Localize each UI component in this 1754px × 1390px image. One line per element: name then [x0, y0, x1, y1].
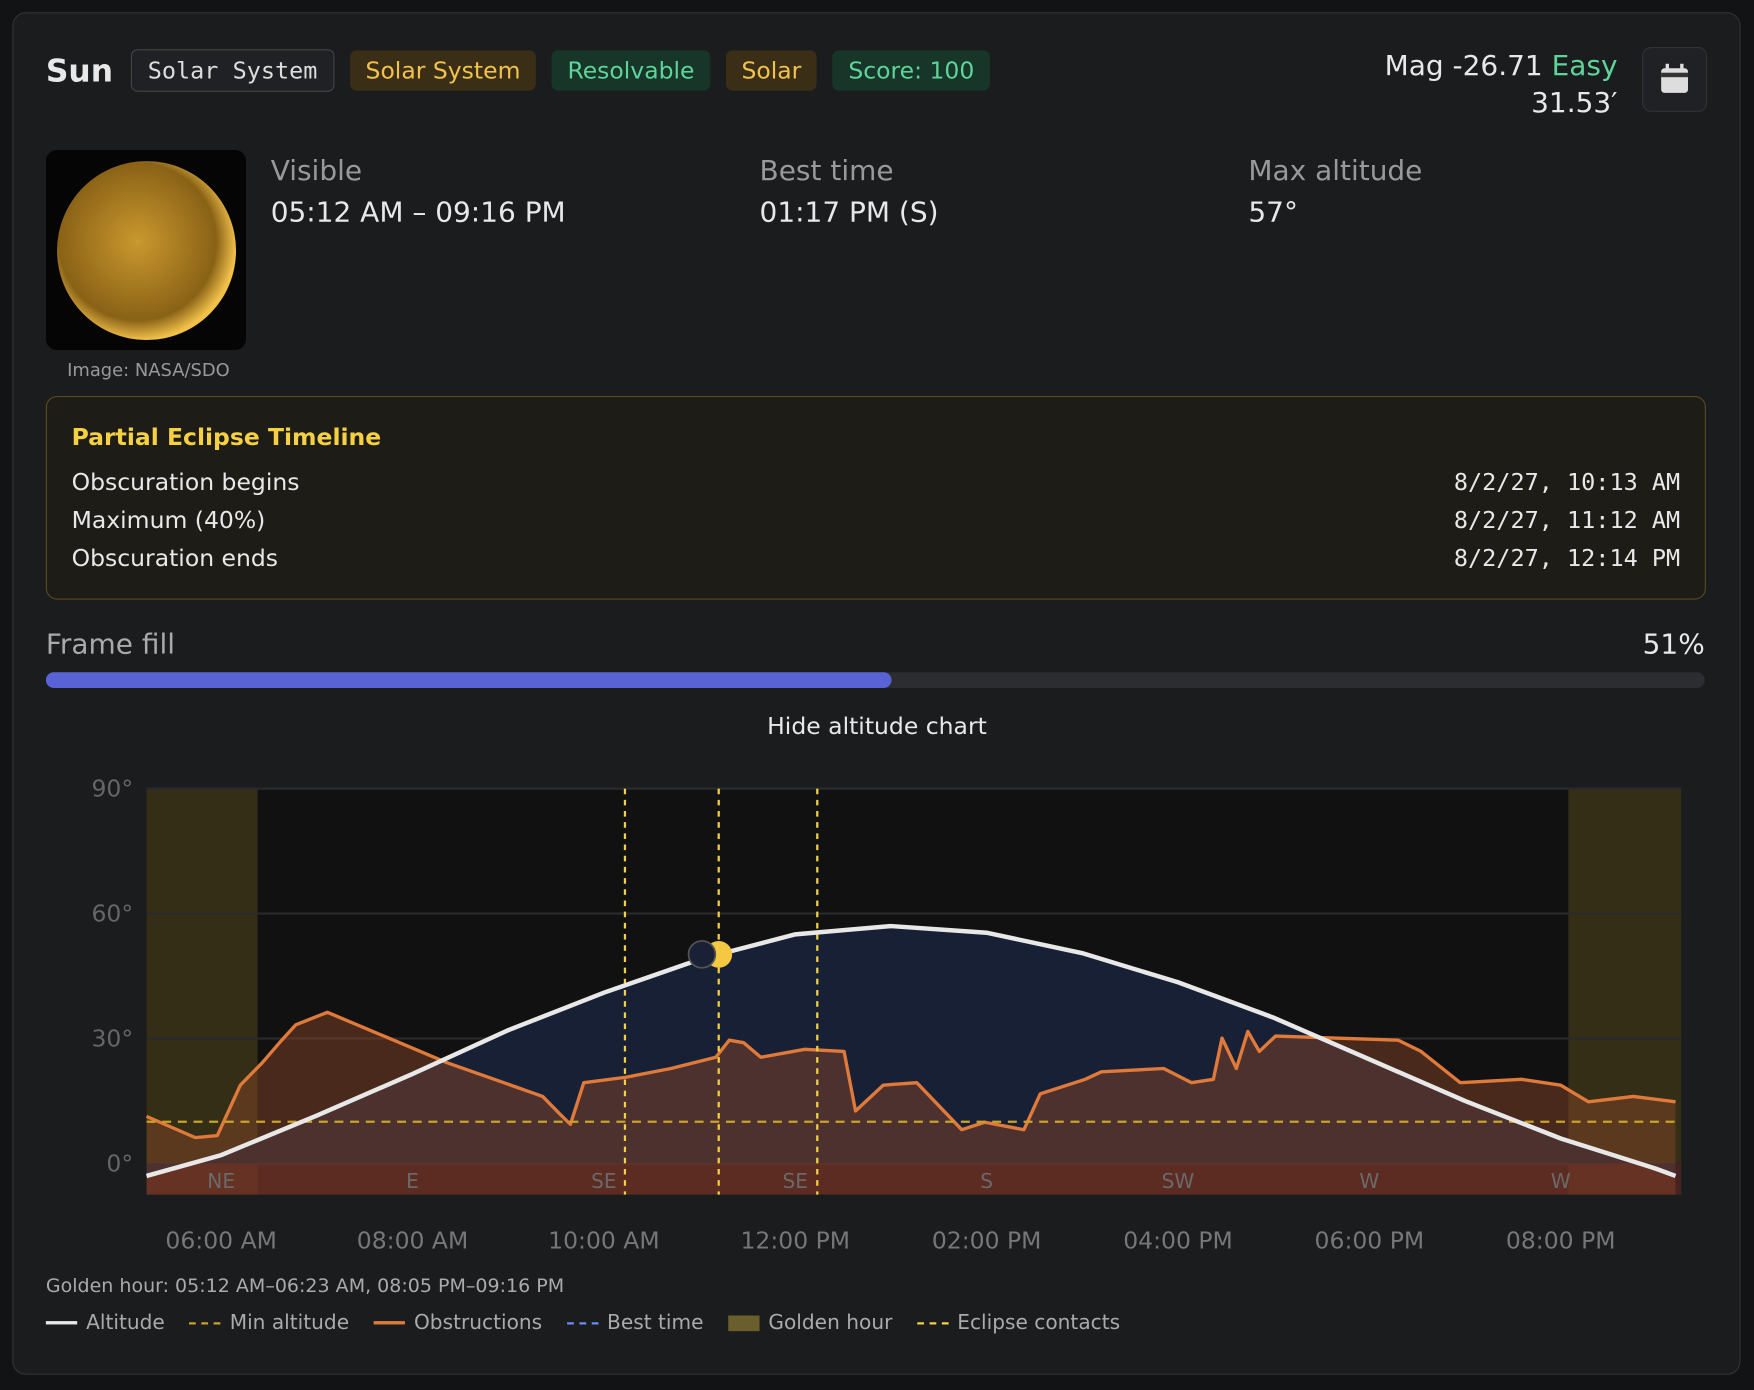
calendar-button[interactable]	[1642, 46, 1708, 112]
x-tick-label: 08:00 PM	[1506, 1226, 1616, 1254]
legend-label: Min altitude	[229, 1311, 350, 1335]
direction-label: E	[406, 1169, 419, 1193]
tag: Score: 100	[832, 50, 990, 91]
legend-item: Min altitude	[189, 1311, 350, 1335]
object-name: Sun	[45, 52, 114, 89]
legend-item: Obstructions	[373, 1311, 543, 1335]
direction-label: S	[980, 1169, 993, 1193]
obstruction-line	[145, 1010, 1676, 1140]
legend: Altitude Min altitude Obstructions Best tim…	[45, 1311, 1121, 1335]
eclipse-event: Obscuration ends	[71, 544, 279, 572]
legend-swatch	[566, 1321, 599, 1324]
legend-label: Eclipse contacts	[957, 1311, 1121, 1335]
y-tick-label: 30°	[91, 1024, 133, 1052]
golden-hour-note: Golden hour: 05:12 AM–06:23 AM, 08:05 PM…	[45, 1275, 565, 1298]
x-tick-label: 04:00 PM	[1123, 1226, 1233, 1254]
stat-label: Best time	[759, 154, 894, 187]
legend-item: Best time	[566, 1311, 704, 1335]
legend-label: Obstructions	[413, 1311, 543, 1335]
sun-image	[45, 149, 247, 351]
toggle-text[interactable]: Hide altitude chart	[767, 712, 987, 740]
tag: Resolvable	[551, 50, 711, 91]
eclipse-event: Obscuration begins	[71, 468, 300, 496]
angular-size: 31.53′	[1531, 86, 1618, 119]
tag: Solar	[725, 50, 817, 91]
eclipse-moon	[687, 940, 717, 969]
altitude-area	[146, 926, 1676, 1176]
toggle-chart[interactable]: Hide altitude chart	[0, 713, 1754, 740]
magnitude-block: Mag -26.71 Easy 31.53′	[1385, 49, 1618, 118]
image-credit: Image: NASA/SDO	[67, 359, 230, 381]
x-tick-label: 06:00 AM	[165, 1226, 276, 1254]
magnitude: Mag -26.71	[1384, 49, 1543, 82]
altitude-line	[145, 923, 1677, 1179]
x-tick-label: 06:00 PM	[1315, 1226, 1425, 1254]
legend-item: Altitude	[45, 1311, 165, 1335]
legend-item: Eclipse contacts	[916, 1311, 1121, 1335]
legend-swatch	[45, 1321, 78, 1325]
frame-fill-track	[45, 672, 1705, 688]
stat-label: Visible	[270, 154, 363, 187]
legend-label: Golden hour	[768, 1311, 893, 1335]
golden-hour	[1568, 788, 1682, 1195]
direction-label: SE	[591, 1169, 617, 1193]
header: Sun Solar System Solar System Resolvable S…	[46, 49, 1006, 92]
eclipse-panel: Partial Eclipse Timeline Obscuration beg…	[45, 395, 1706, 600]
x-tick-label: 12:00 PM	[740, 1226, 850, 1254]
stat: Max altitude 57°	[1248, 154, 1422, 228]
tags: Solar System Resolvable Solar Score: 100	[349, 50, 1006, 91]
legend-label: Best time	[607, 1311, 704, 1335]
legend-swatch	[373, 1321, 406, 1325]
stat-value: 57°	[1248, 195, 1298, 229]
legend-swatch	[728, 1314, 760, 1331]
obstruction-area	[146, 1012, 1676, 1195]
stat-label: Max altitude	[1248, 154, 1423, 187]
x-tick-label: 08:00 AM	[357, 1226, 468, 1254]
direction-label: NE	[207, 1169, 235, 1193]
tag: Solar System	[349, 50, 537, 91]
legend-label: Altitude	[86, 1311, 165, 1335]
calendar-icon	[1661, 63, 1688, 93]
frame-fill-label: Frame fill	[45, 627, 176, 660]
legend-item: Golden hour	[728, 1311, 893, 1335]
direction-label: SW	[1162, 1169, 1195, 1193]
stat-value: 05:12 AM – 09:16 PM	[270, 195, 566, 229]
stat: Visible 05:12 AM – 09:16 PM	[271, 154, 566, 228]
stat-value: 01:17 PM (S)	[759, 195, 939, 229]
eclipse-time: 8/2/27, 11:12 AM	[1453, 506, 1681, 534]
eclipse-time: 8/2/27, 12:14 PM	[1453, 544, 1681, 572]
stat: Best time 01:17 PM (S)	[760, 154, 939, 228]
catalog-tag: Solar System	[130, 49, 335, 92]
legend-swatch	[189, 1321, 221, 1324]
frame-fill-value: 51%	[1642, 627, 1705, 660]
difficulty: Easy	[1551, 49, 1618, 82]
eclipse-title: Partial Eclipse Timeline	[71, 423, 382, 451]
legend-swatch	[916, 1321, 949, 1324]
below-horizon	[146, 1163, 1682, 1195]
y-tick-label: 0°	[106, 1149, 133, 1177]
y-tick-label: 90°	[91, 774, 133, 802]
x-tick-label: 10:00 AM	[548, 1226, 659, 1254]
y-tick-label: 60°	[91, 899, 133, 927]
eclipse-time: 8/2/27, 10:13 AM	[1453, 468, 1681, 496]
eclipse-event: Maximum (40%)	[71, 506, 266, 534]
golden-hour	[146, 788, 258, 1195]
direction-label: W	[1359, 1169, 1379, 1193]
x-tick-label: 02:00 PM	[932, 1226, 1042, 1254]
direction-label: W	[1551, 1169, 1571, 1193]
direction-label: SE	[783, 1169, 809, 1193]
frame-fill-bar	[45, 672, 892, 688]
